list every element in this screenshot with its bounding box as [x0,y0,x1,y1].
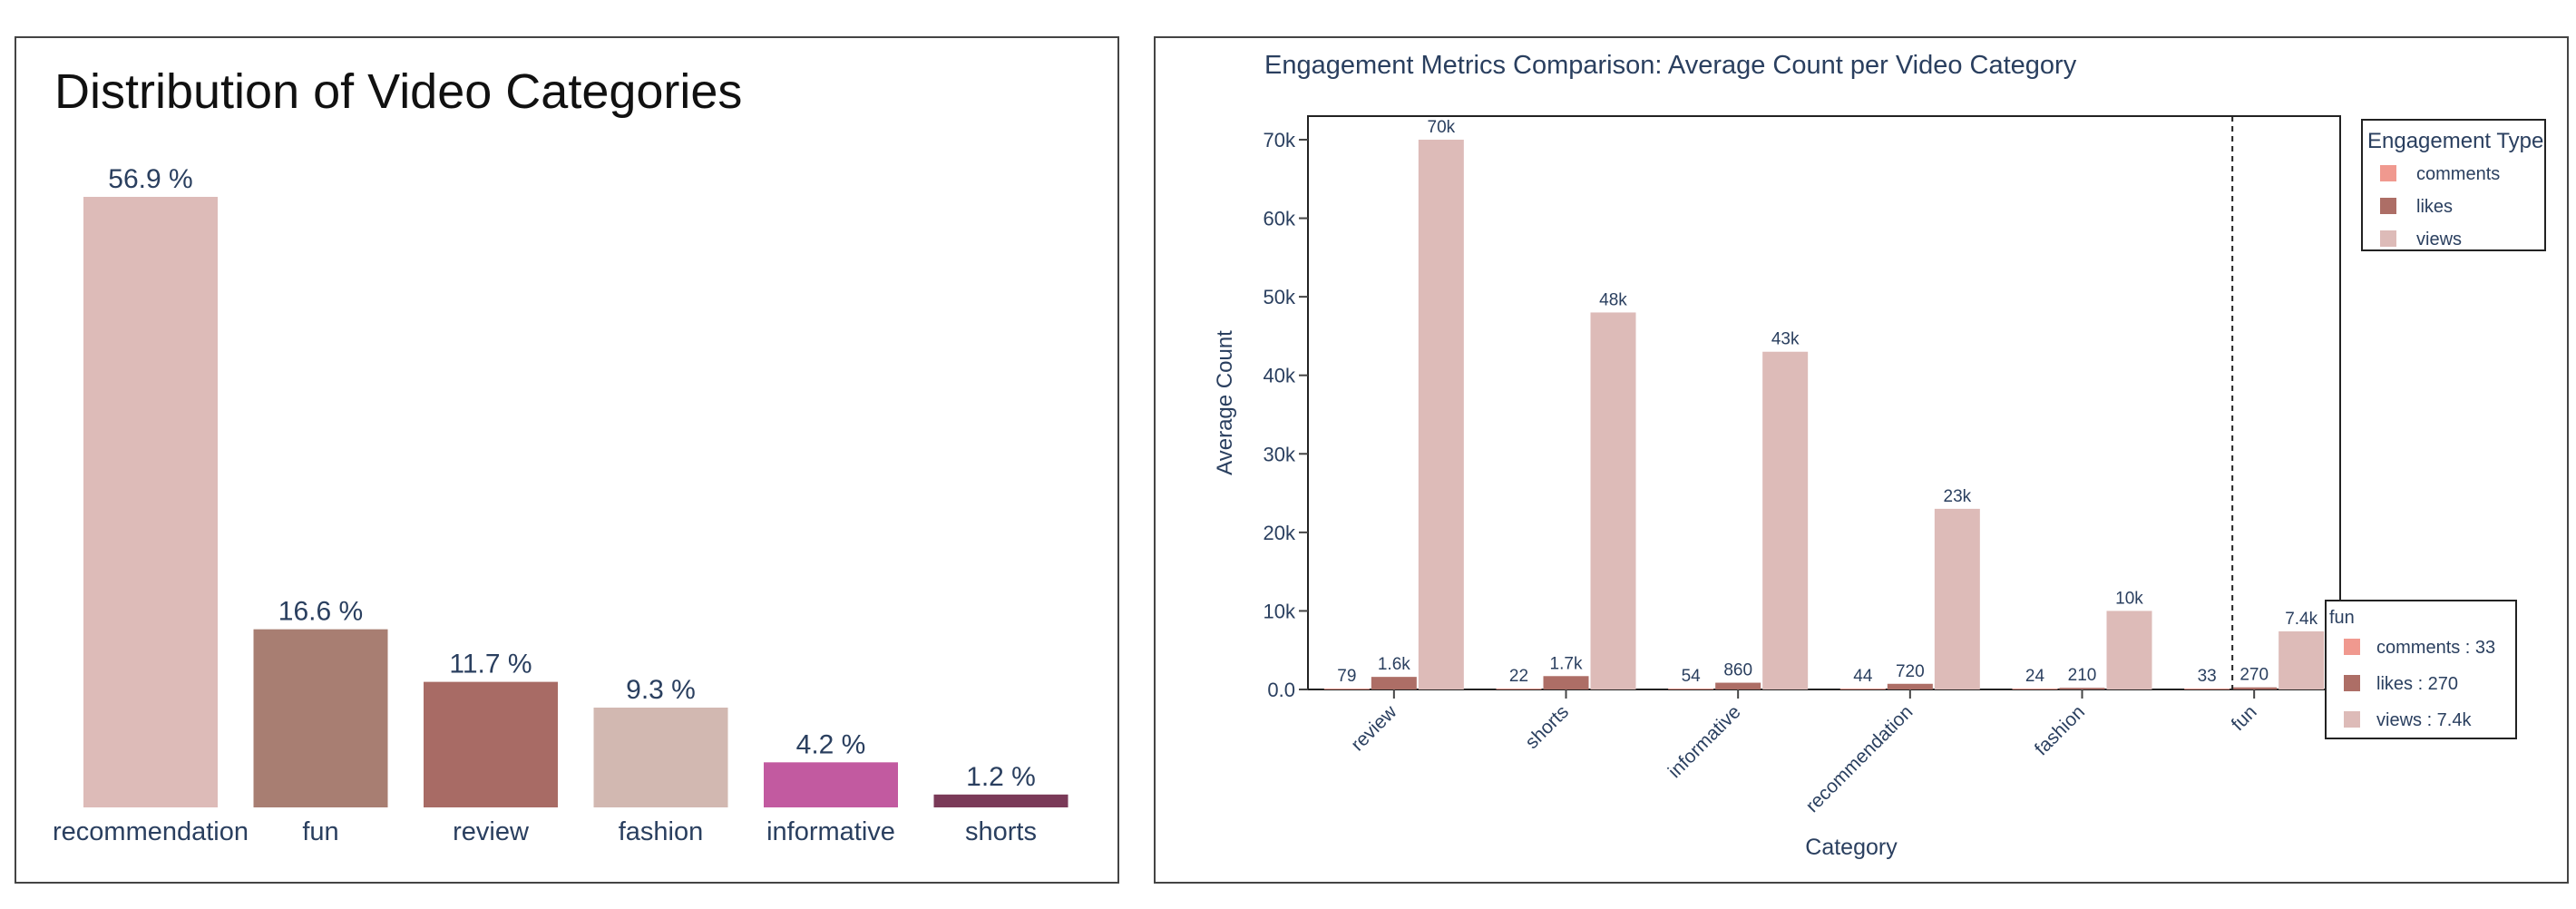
bar-recommendation[interactable] [83,197,218,807]
bar-data-label: 210 [2068,666,2097,685]
bar-data-label: 23k [1944,487,1972,506]
x-axis-title: Category [1805,835,1898,860]
engagement-grouped-bar-chart[interactable]: 0.0 10k 20k 30k 40k 50k 60k 70k Average Count Cat… [1156,38,2571,885]
x-tick-label: informative [1664,701,1745,782]
category-tick-label: review [453,817,530,846]
legend-swatch-comments[interactable] [2380,165,2396,181]
x-tick-label: review [1347,701,1401,756]
bar-value-label: 1.2 % [966,762,1036,792]
bar-value-label: 56.9 % [108,164,192,194]
tooltip-line: likes : 270 [2376,674,2458,694]
bar-data-label: 70k [1428,118,1456,137]
bar-data-label: 10k [2115,589,2143,608]
bar-data-label: 22 [1509,667,1528,686]
category-tick-label: recommendation [53,817,249,846]
category-distribution-panel: Distribution of Video Categories 56.9 % r… [15,36,1119,884]
bar-data-label: 79 [1337,667,1356,686]
bar-data-label: 48k [1599,290,1627,309]
legend-item-comments[interactable]: comments [2416,164,2500,184]
y-tick-label: 70k [1264,129,1296,152]
hover-tooltip: fun comments : 33 likes : 270 views : 7.4k [2325,600,2517,739]
bar-data-label: 43k [1771,330,1800,349]
y-tick-label: 30k [1264,443,1296,465]
bar-fashion[interactable] [593,708,728,807]
x-tick-label: recommendation [1801,701,1917,816]
bar-informative[interactable] [764,762,898,807]
legend-item-likes[interactable]: likes [2416,197,2453,217]
tooltip-line: views : 7.4k [2376,710,2472,730]
bar-data-label: 7.4k [2285,610,2317,629]
x-tick-label: fashion [2031,701,2089,759]
tooltip-header: fun [2329,608,2355,628]
bar-views-fashion[interactable] [2106,611,2152,689]
tooltip-swatch [2344,639,2360,655]
bar-views-review[interactable] [1418,139,1464,689]
y-axis-title: Average Count [1213,330,1237,475]
bar-value-label: 4.2 % [796,729,866,759]
category-tick-label: fun [302,817,338,846]
y-tick-label: 50k [1264,286,1296,308]
bar-data-label: 720 [1896,662,1925,681]
legend-box [2361,119,2546,251]
chart-title: Distribution of Video Categories [54,64,743,119]
category-tick-label: informative [766,817,895,846]
tooltip-swatch [2344,675,2360,691]
bar-value-label: 16.6 % [278,597,363,627]
x-tick-label: fun [2228,701,2261,735]
y-tick-label: 60k [1264,208,1296,230]
bar-views-recommendation[interactable] [1934,508,1980,689]
category-tick-label: shorts [965,817,1037,846]
engagement-panel: Engagement Metrics Comparison: Average C… [1154,36,2569,884]
bar-likes-shorts[interactable] [1543,676,1589,689]
bar-data-label: 1.6k [1378,655,1410,674]
bar-likes-informative[interactable] [1715,682,1761,689]
bar-shorts[interactable] [933,794,1068,807]
bar-likes-fashion[interactable] [2059,688,2105,689]
legend-item-views[interactable]: views [2416,230,2462,249]
tooltip-line: comments : 33 [2376,638,2495,658]
bar-data-label: 44 [1853,667,1873,686]
legend-title: Engagement Type [2367,129,2543,153]
legend: Engagement Type comments likes views [2361,119,2546,251]
bar-value-label: 11.7 % [449,650,532,679]
distribution-bar-chart[interactable]: 56.9 % recommendation 16.6 % fun 11.7 % revie… [16,38,1121,885]
bar-likes-fun[interactable] [2231,687,2278,689]
bar-data-label: 860 [1723,661,1752,680]
legend-swatch-views[interactable] [2380,230,2396,247]
bar-value-label: 9.3 % [626,675,696,705]
bar-views-fun[interactable] [2278,630,2325,689]
y-tick-label: 40k [1264,365,1296,387]
bar-data-label: 54 [1682,667,1702,686]
tooltip-swatch [2344,711,2360,728]
legend-swatch-likes[interactable] [2380,198,2396,214]
y-tick-label: 20k [1264,522,1296,544]
bar-likes-review[interactable] [1371,677,1417,689]
x-tick-label: shorts [1521,701,1573,753]
y-tick-label: 10k [1264,600,1296,622]
bar-fun[interactable] [253,629,388,807]
category-tick-label: fashion [619,817,704,846]
bar-likes-recommendation[interactable] [1887,683,1933,689]
plot-area-frame [1307,115,2341,690]
chart-title: Engagement Metrics Comparison: Average C… [1264,51,2077,80]
bar-views-shorts[interactable] [1590,312,1636,689]
y-tick-label: 0.0 [1267,679,1295,701]
bar-data-label: 1.7k [1550,654,1583,673]
bar-data-label: 270 [2239,666,2269,685]
bar-review[interactable] [424,681,558,807]
bar-data-label: 24 [2025,667,2045,686]
bar-data-label: 33 [2198,667,2217,686]
bar-views-informative[interactable] [1762,351,1809,689]
